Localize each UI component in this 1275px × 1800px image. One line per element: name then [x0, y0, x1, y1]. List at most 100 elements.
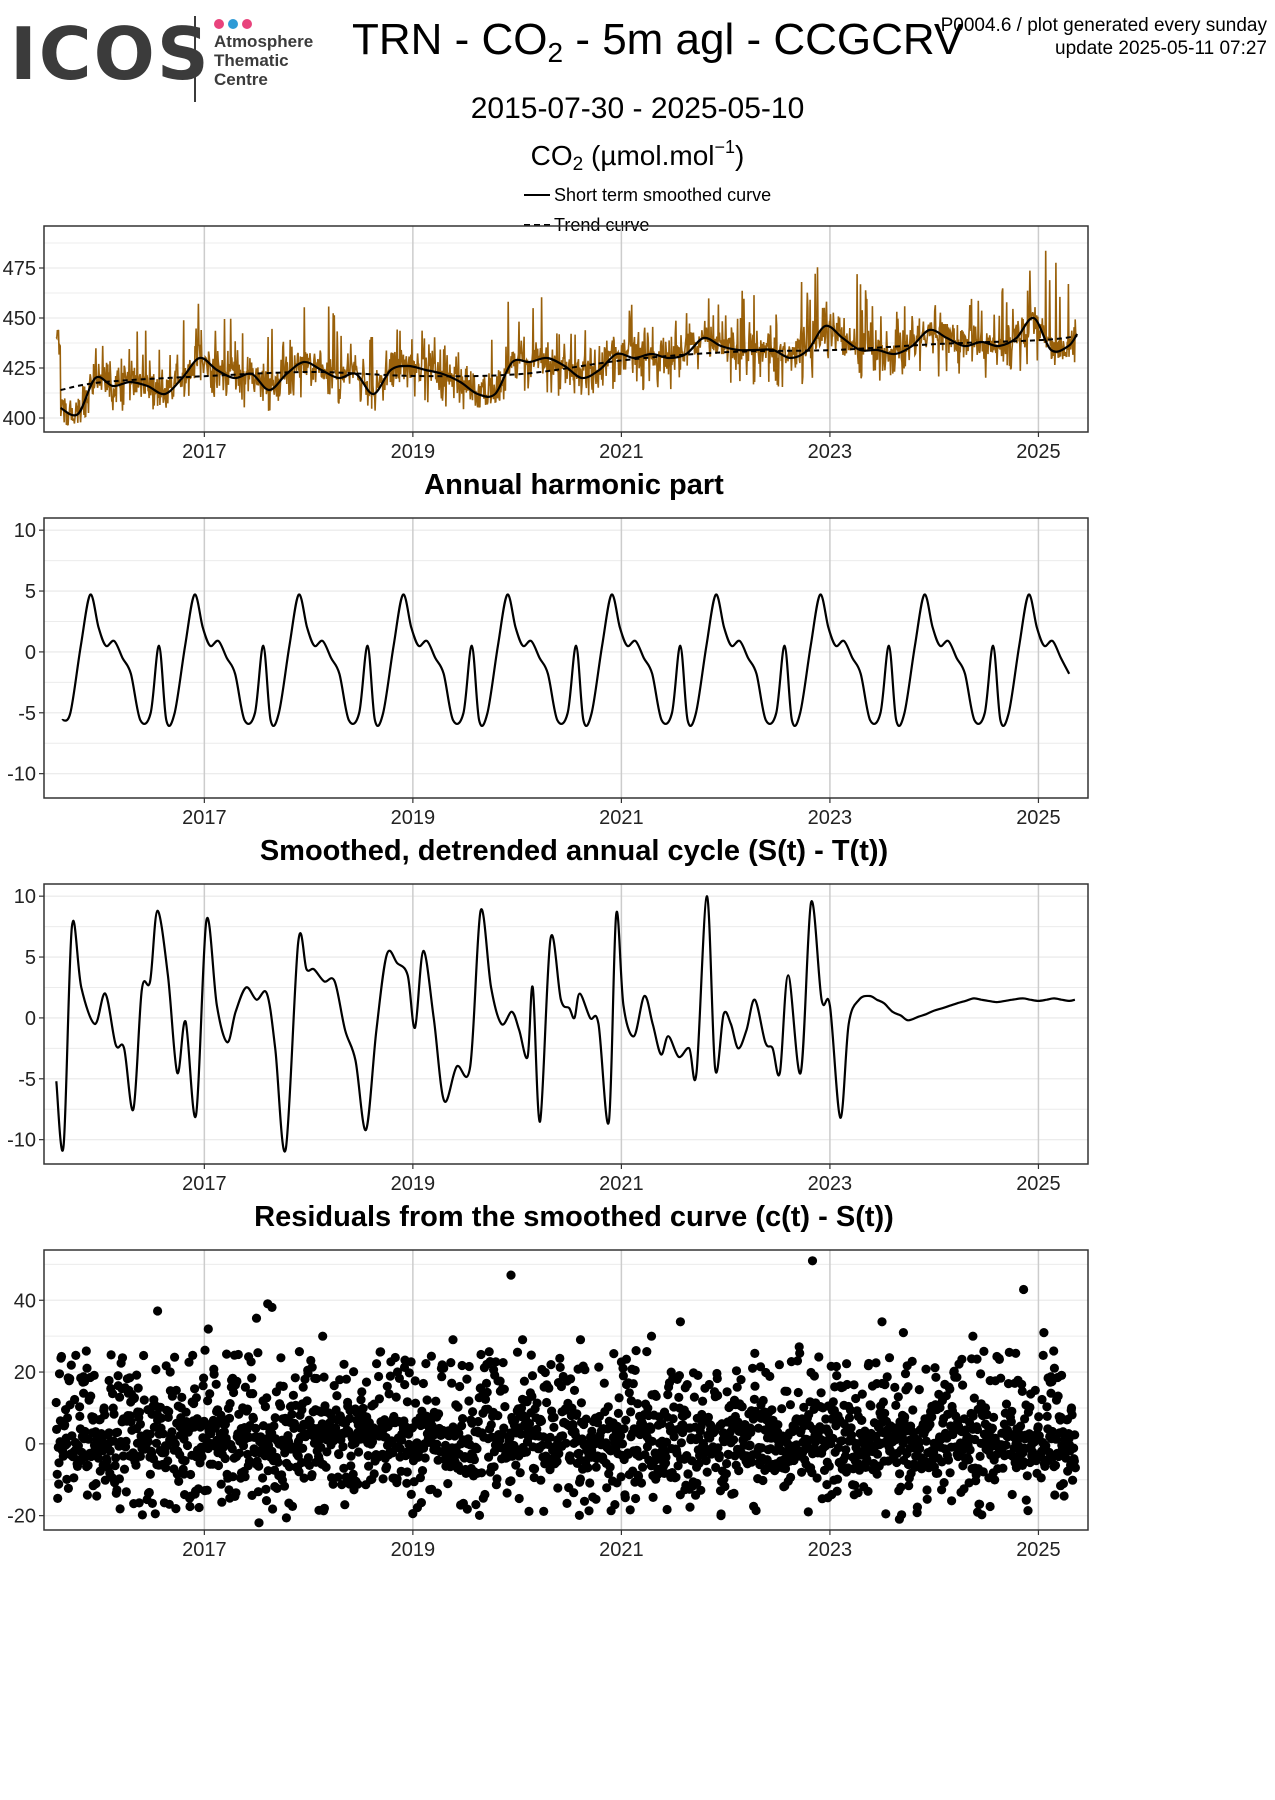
residual-point	[357, 1387, 367, 1397]
residual-point	[63, 1483, 73, 1493]
residual-point	[144, 1487, 154, 1498]
residual-point	[100, 1475, 110, 1485]
residual-point	[422, 1395, 432, 1405]
residual-point	[880, 1380, 890, 1390]
residual-point	[228, 1472, 238, 1482]
residual-point	[631, 1493, 641, 1504]
residual-point	[786, 1472, 796, 1482]
residual-point	[851, 1393, 861, 1404]
residual-outlier-point	[898, 1328, 909, 1338]
residual-point	[112, 1485, 122, 1495]
panel-frame	[43, 517, 1089, 799]
residual-point	[900, 1412, 910, 1422]
residual-point	[109, 1409, 119, 1419]
y-tick-label: 0	[25, 642, 36, 664]
residual-point	[261, 1484, 271, 1494]
residual-point	[171, 1504, 181, 1514]
residual-point	[782, 1386, 792, 1396]
residual-point	[54, 1369, 65, 1379]
residual-outlier-point	[646, 1331, 657, 1341]
residual-point	[538, 1432, 549, 1442]
residual-point	[260, 1402, 270, 1412]
panel-frame	[43, 1249, 1089, 1531]
residual-point	[648, 1492, 658, 1502]
residual-point	[321, 1462, 331, 1472]
residual-point	[205, 1389, 215, 1399]
residual-outlier-point	[251, 1313, 262, 1323]
residual-point	[240, 1382, 250, 1392]
residual-point	[1050, 1460, 1061, 1470]
residual-point	[390, 1352, 400, 1363]
residual-point	[643, 1403, 653, 1413]
residual-point	[630, 1365, 640, 1375]
residual-point	[224, 1485, 234, 1495]
residual-point	[842, 1379, 852, 1390]
meta-line-2: update 2025-05-11 07:27	[1055, 38, 1267, 59]
legend-solid-line-icon	[524, 194, 550, 196]
residual-point	[922, 1494, 932, 1504]
residual-point	[346, 1451, 356, 1461]
residual-point	[777, 1404, 787, 1414]
residual-point	[799, 1402, 809, 1412]
residual-point	[721, 1469, 732, 1479]
y-axis-label: CO2 (µmol.mol−1)	[0, 138, 1275, 174]
residual-point	[1050, 1490, 1060, 1500]
residual-outlier-point	[794, 1342, 804, 1352]
residual-point	[527, 1391, 537, 1401]
residual-point	[110, 1461, 120, 1471]
residual-point	[75, 1411, 85, 1421]
residual-point	[594, 1362, 604, 1372]
residual-point	[132, 1370, 142, 1380]
residual-point	[1066, 1403, 1077, 1413]
residual-outlier-point	[1019, 1284, 1029, 1295]
residual-point	[828, 1397, 838, 1407]
residual-point	[385, 1371, 395, 1381]
residual-point	[378, 1474, 388, 1484]
residual-outlier-point	[675, 1317, 686, 1327]
residual-point	[589, 1439, 599, 1449]
residual-point	[937, 1485, 947, 1495]
residual-point	[1042, 1411, 1052, 1421]
y-tick-label: 20	[14, 1362, 36, 1384]
residual-point	[536, 1475, 546, 1485]
residual-point	[661, 1452, 671, 1462]
plot-meta: P0004.6 / plot generated every sunday up…	[941, 14, 1267, 60]
residual-point	[380, 1415, 390, 1425]
residual-point	[290, 1373, 300, 1383]
residual-point	[713, 1443, 723, 1453]
residual-point	[66, 1360, 76, 1370]
residual-point	[568, 1419, 578, 1430]
residual-point	[382, 1462, 392, 1472]
residual-point	[857, 1415, 867, 1425]
residual-point	[203, 1396, 213, 1406]
residual-point	[500, 1402, 510, 1412]
residual-point	[416, 1498, 426, 1508]
residual-outlier-point	[716, 1511, 726, 1521]
residual-point	[569, 1385, 580, 1395]
residual-point	[481, 1378, 492, 1388]
residual-point	[1033, 1422, 1043, 1432]
x-tick-label: 2023	[808, 441, 853, 463]
residual-point	[549, 1422, 559, 1432]
residual-outlier-point	[1039, 1328, 1049, 1338]
residual-point	[462, 1504, 472, 1514]
logo-dot-icon	[214, 19, 224, 29]
x-tick-label: 2019	[391, 441, 436, 463]
residual-point	[135, 1451, 145, 1461]
residual-point	[194, 1502, 204, 1513]
residual-outlier-point	[318, 1331, 328, 1341]
residual-point	[199, 1373, 209, 1383]
residual-point	[985, 1501, 995, 1512]
residual-point	[900, 1369, 911, 1379]
residual-point	[121, 1487, 131, 1497]
residual-point	[989, 1412, 999, 1422]
residual-point	[809, 1371, 820, 1381]
residual-point	[945, 1468, 955, 1478]
residual-point	[126, 1417, 136, 1427]
residual-point	[532, 1398, 542, 1408]
logo-divider	[194, 16, 196, 102]
residual-point	[1037, 1394, 1047, 1405]
residual-point	[53, 1493, 63, 1503]
residual-point	[406, 1357, 416, 1367]
residual-point	[486, 1420, 496, 1430]
